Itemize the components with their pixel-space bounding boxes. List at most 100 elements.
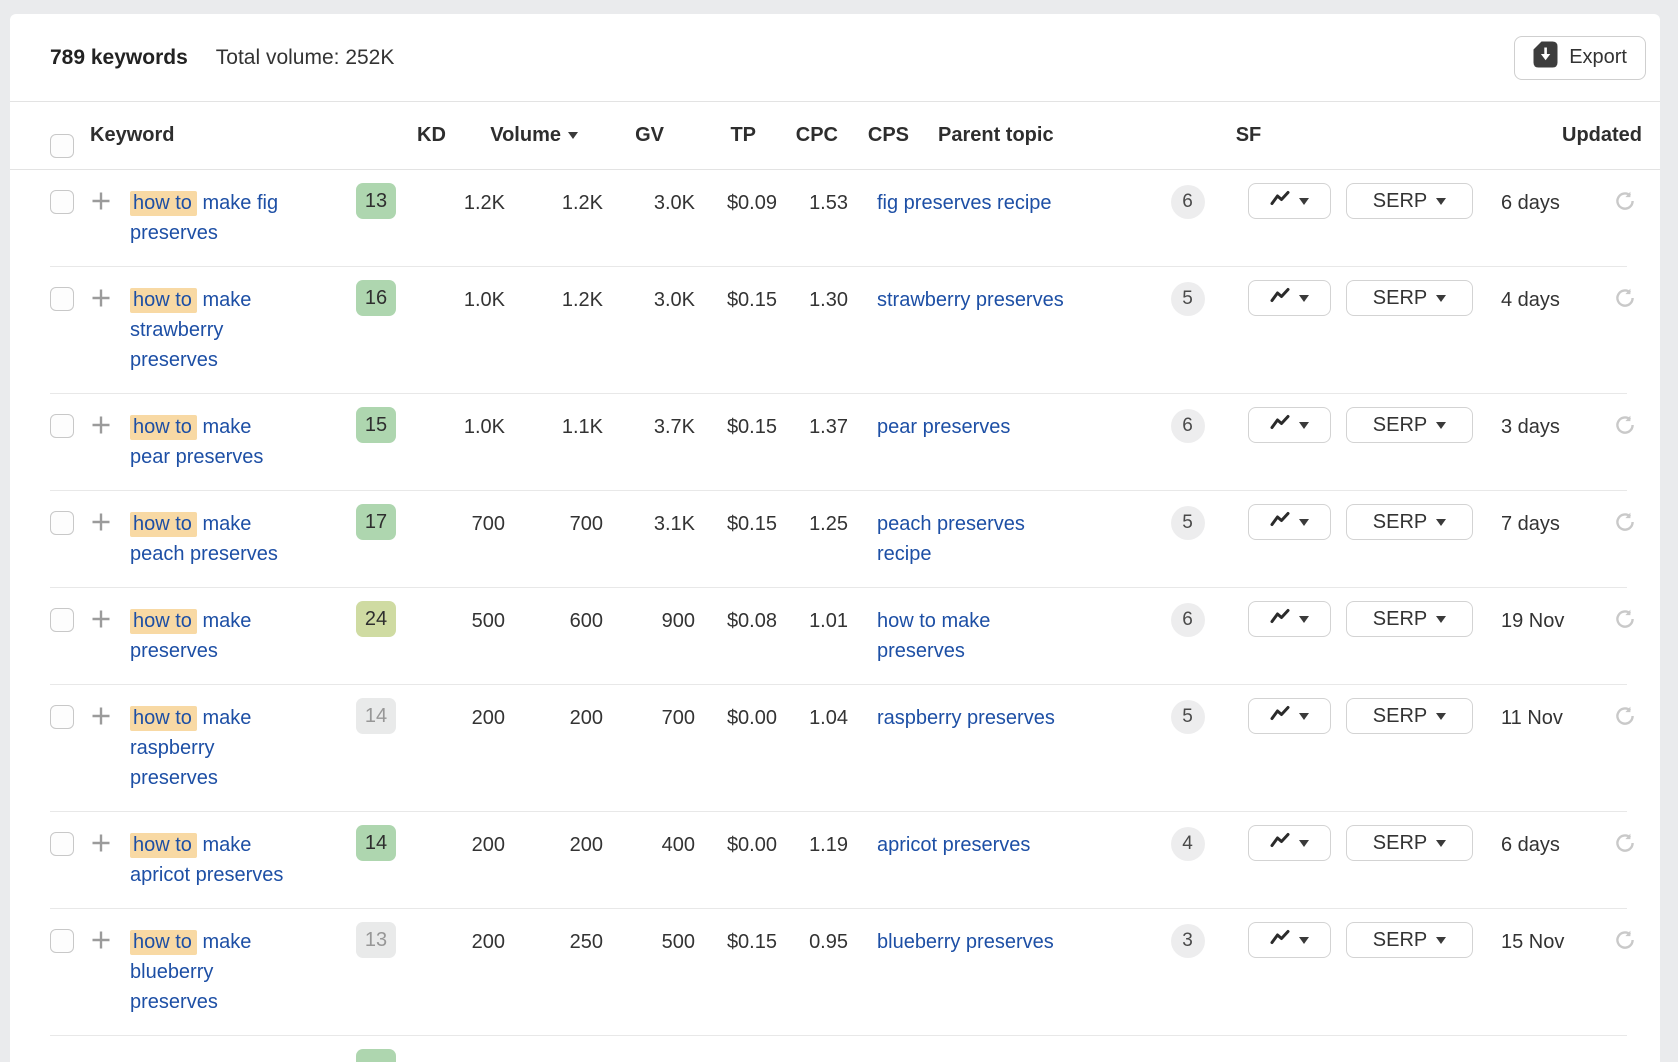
trend-chart-button[interactable] — [1248, 504, 1331, 540]
keyword-link[interactable]: how to make preserves — [130, 609, 251, 662]
refresh-icon[interactable] — [1613, 928, 1637, 958]
table-row: how to make blueberry preserves 13 200 2… — [10, 909, 1660, 1035]
column-header-kd[interactable]: KD — [417, 124, 446, 146]
refresh-icon[interactable] — [1613, 510, 1637, 540]
keyword-link[interactable]: how to make raspberry preserves — [130, 706, 251, 789]
parent-topic-link[interactable]: peach preserves recipe — [877, 513, 1025, 565]
column-header-updated[interactable]: Updated — [1562, 124, 1642, 146]
keyword-link[interactable]: how to make fig preserves — [130, 191, 278, 244]
keyword-link[interactable]: how to make strawberry preserves — [130, 288, 251, 371]
keyword-highlight: how to — [130, 512, 197, 537]
row-checkbox[interactable] — [50, 414, 74, 438]
updated-value: 19 Nov — [1501, 610, 1565, 632]
column-header-parent-topic[interactable]: Parent topic — [938, 124, 1054, 146]
trend-chart-button[interactable] — [1248, 922, 1331, 958]
gv-value: 1.2K — [561, 192, 603, 214]
updated-value: 7 days — [1501, 513, 1560, 535]
parent-topic-link[interactable]: strawberry preserves — [877, 289, 1064, 311]
add-keyword-icon[interactable] — [90, 608, 112, 636]
column-header-keyword[interactable]: Keyword — [90, 124, 175, 146]
keyword-link[interactable]: how to make pear preserves — [130, 415, 263, 468]
updated-value: 4 days — [1501, 289, 1560, 311]
serp-button-label: SERP — [1372, 928, 1428, 951]
parent-topic-link[interactable]: pear preserves — [877, 416, 1011, 438]
refresh-icon[interactable] — [1613, 413, 1637, 443]
serp-button[interactable]: SERP — [1346, 698, 1473, 734]
updated-value: 11 Nov — [1501, 707, 1563, 729]
add-keyword-icon[interactable] — [90, 414, 112, 442]
serp-button[interactable]: SERP — [1346, 825, 1473, 861]
gv-value: 200 — [569, 707, 603, 729]
column-header-volume-label: Volume — [490, 124, 561, 146]
add-keyword-icon[interactable] — [90, 511, 112, 539]
column-header-tp[interactable]: TP — [730, 124, 756, 146]
serp-button-label: SERP — [1372, 413, 1428, 436]
row-checkbox[interactable] — [50, 287, 74, 311]
parent-topic-link[interactable]: blueberry preserves — [877, 931, 1054, 953]
trend-chart-button[interactable] — [1248, 280, 1331, 316]
add-keyword-icon[interactable] — [90, 705, 112, 733]
column-header-volume[interactable]: Volume — [469, 124, 578, 147]
add-keyword-icon[interactable] — [90, 832, 112, 860]
tp-value: 500 — [661, 931, 695, 953]
row-checkbox[interactable] — [50, 832, 74, 856]
serp-features-badge: 5 — [1170, 506, 1205, 540]
keyword-link[interactable]: how to make apricot preserves — [130, 833, 283, 886]
serp-button[interactable]: SERP — [1346, 504, 1473, 540]
gv-value: 1.1K — [561, 416, 603, 438]
serp-button[interactable]: SERP — [1346, 280, 1473, 316]
column-header-cpc[interactable]: CPC — [795, 124, 838, 146]
cps-value: 1.25 — [809, 513, 848, 535]
serp-button[interactable]: SERP — [1346, 922, 1473, 958]
add-keyword-icon[interactable] — [90, 929, 112, 957]
column-header-cps[interactable]: CPS — [867, 124, 909, 146]
parent-topic-link[interactable]: raspberry preserves — [877, 707, 1055, 729]
refresh-icon[interactable] — [1613, 286, 1637, 316]
trend-line-icon — [1270, 414, 1290, 437]
row-checkbox[interactable] — [50, 190, 74, 214]
tp-value: 3.1K — [653, 513, 695, 535]
add-keyword-icon[interactable] — [90, 287, 112, 315]
serp-button[interactable]: SERP — [1346, 183, 1473, 219]
export-button[interactable]: Export — [1514, 35, 1646, 80]
updated-value: 3 days — [1501, 416, 1560, 438]
cpc-value: $0.15 — [726, 513, 777, 535]
column-header-sf[interactable]: SF — [1235, 124, 1262, 146]
column-header-gv[interactable]: GV — [635, 124, 664, 146]
kd-badge: 13 — [356, 183, 396, 219]
row-checkbox[interactable] — [50, 705, 74, 729]
trend-chart-button[interactable] — [1248, 601, 1331, 637]
row-checkbox[interactable] — [50, 929, 74, 953]
caret-down-icon — [1299, 615, 1309, 623]
parent-topic-link[interactable]: how to make preserves — [877, 610, 991, 662]
refresh-icon[interactable] — [1613, 607, 1637, 637]
caret-down-icon — [1299, 421, 1309, 429]
serp-button[interactable]: SERP — [1346, 407, 1473, 443]
select-all-checkbox[interactable] — [50, 133, 74, 158]
row-checkbox[interactable] — [50, 511, 74, 535]
trend-chart-button[interactable] — [1248, 183, 1331, 219]
trend-chart-button[interactable] — [1248, 825, 1331, 861]
tp-value: 3.0K — [653, 192, 695, 214]
serp-button[interactable]: SERP — [1346, 601, 1473, 637]
caret-down-icon — [1299, 518, 1309, 526]
parent-topic-link[interactable]: fig preserves recipe — [877, 192, 1052, 214]
refresh-icon[interactable] — [1613, 831, 1637, 861]
kd-badge: 15 — [356, 407, 396, 443]
updated-value: 15 Nov — [1501, 931, 1565, 953]
parent-topic-link[interactable]: apricot preserves — [877, 834, 1031, 856]
volume-value: 1.0K — [463, 289, 505, 311]
keyword-link[interactable]: how to make peach preserves — [130, 512, 278, 565]
row-checkbox[interactable] — [50, 608, 74, 632]
refresh-icon[interactable] — [1613, 189, 1637, 219]
refresh-icon[interactable] — [1613, 704, 1637, 734]
table-row: how to make preserves 24 500 600 900 $0.… — [10, 588, 1660, 684]
trend-chart-button[interactable] — [1248, 698, 1331, 734]
cpc-value: $0.15 — [726, 289, 777, 311]
trend-chart-button[interactable] — [1248, 407, 1331, 443]
keyword-link[interactable]: how to make blueberry preserves — [130, 930, 251, 1013]
add-keyword-icon[interactable] — [90, 190, 112, 218]
caret-down-icon — [1299, 712, 1309, 720]
keyword-rest: make pear preserves — [130, 416, 264, 468]
caret-down-icon — [1299, 197, 1309, 205]
